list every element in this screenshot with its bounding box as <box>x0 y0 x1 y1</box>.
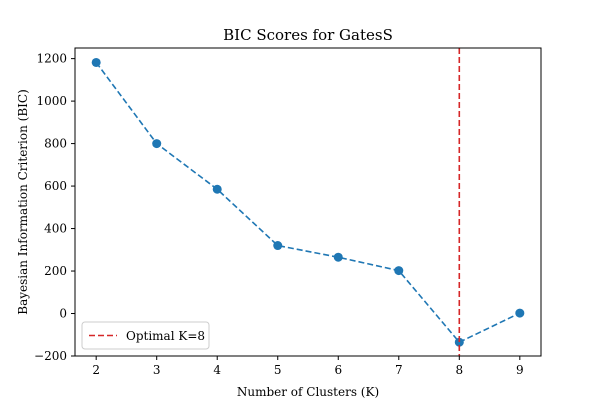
x-tick-label: 2 <box>92 363 100 377</box>
axis-ticks: 2 3 4 5 6 7 8 9 −200 0 200 400 600 800 1000 1200 <box>34 52 524 377</box>
y-tick-label: 400 <box>44 222 67 236</box>
x-tick-label: 8 <box>455 363 463 377</box>
data-point <box>152 139 162 149</box>
y-tick-label: −200 <box>34 349 67 363</box>
data-point <box>454 337 464 347</box>
legend-entry-optimal: Optimal K=8 <box>126 329 205 343</box>
data-point <box>212 184 222 194</box>
x-tick-label: 9 <box>516 363 524 377</box>
data-point <box>515 308 525 318</box>
chart-title: BIC Scores for GatesS <box>223 26 393 44</box>
data-point <box>333 252 343 262</box>
y-tick-label: 1200 <box>36 52 67 66</box>
data-point <box>91 57 101 67</box>
y-axis-label: Bayesian Information Criterion (BIC) <box>16 89 30 315</box>
y-tick-label: 200 <box>44 264 67 278</box>
y-tick-label: 0 <box>59 307 67 321</box>
x-tick-label: 5 <box>274 363 282 377</box>
y-tick-label: 1000 <box>36 94 67 108</box>
legend: Optimal K=8 <box>81 321 210 350</box>
x-tick-label: 3 <box>153 363 161 377</box>
data-point <box>394 266 404 276</box>
x-tick-label: 6 <box>334 363 342 377</box>
x-tick-label: 4 <box>213 363 221 377</box>
chart-marks <box>91 48 525 356</box>
x-axis-label: Number of Clusters (K) <box>237 385 379 399</box>
plot-frame <box>74 47 542 357</box>
y-tick-label: 600 <box>44 179 67 193</box>
series-line <box>95 61 521 344</box>
y-tick-label: 800 <box>44 137 67 151</box>
x-tick-label: 7 <box>395 363 403 377</box>
data-point <box>273 241 283 251</box>
legend-box <box>81 321 210 350</box>
